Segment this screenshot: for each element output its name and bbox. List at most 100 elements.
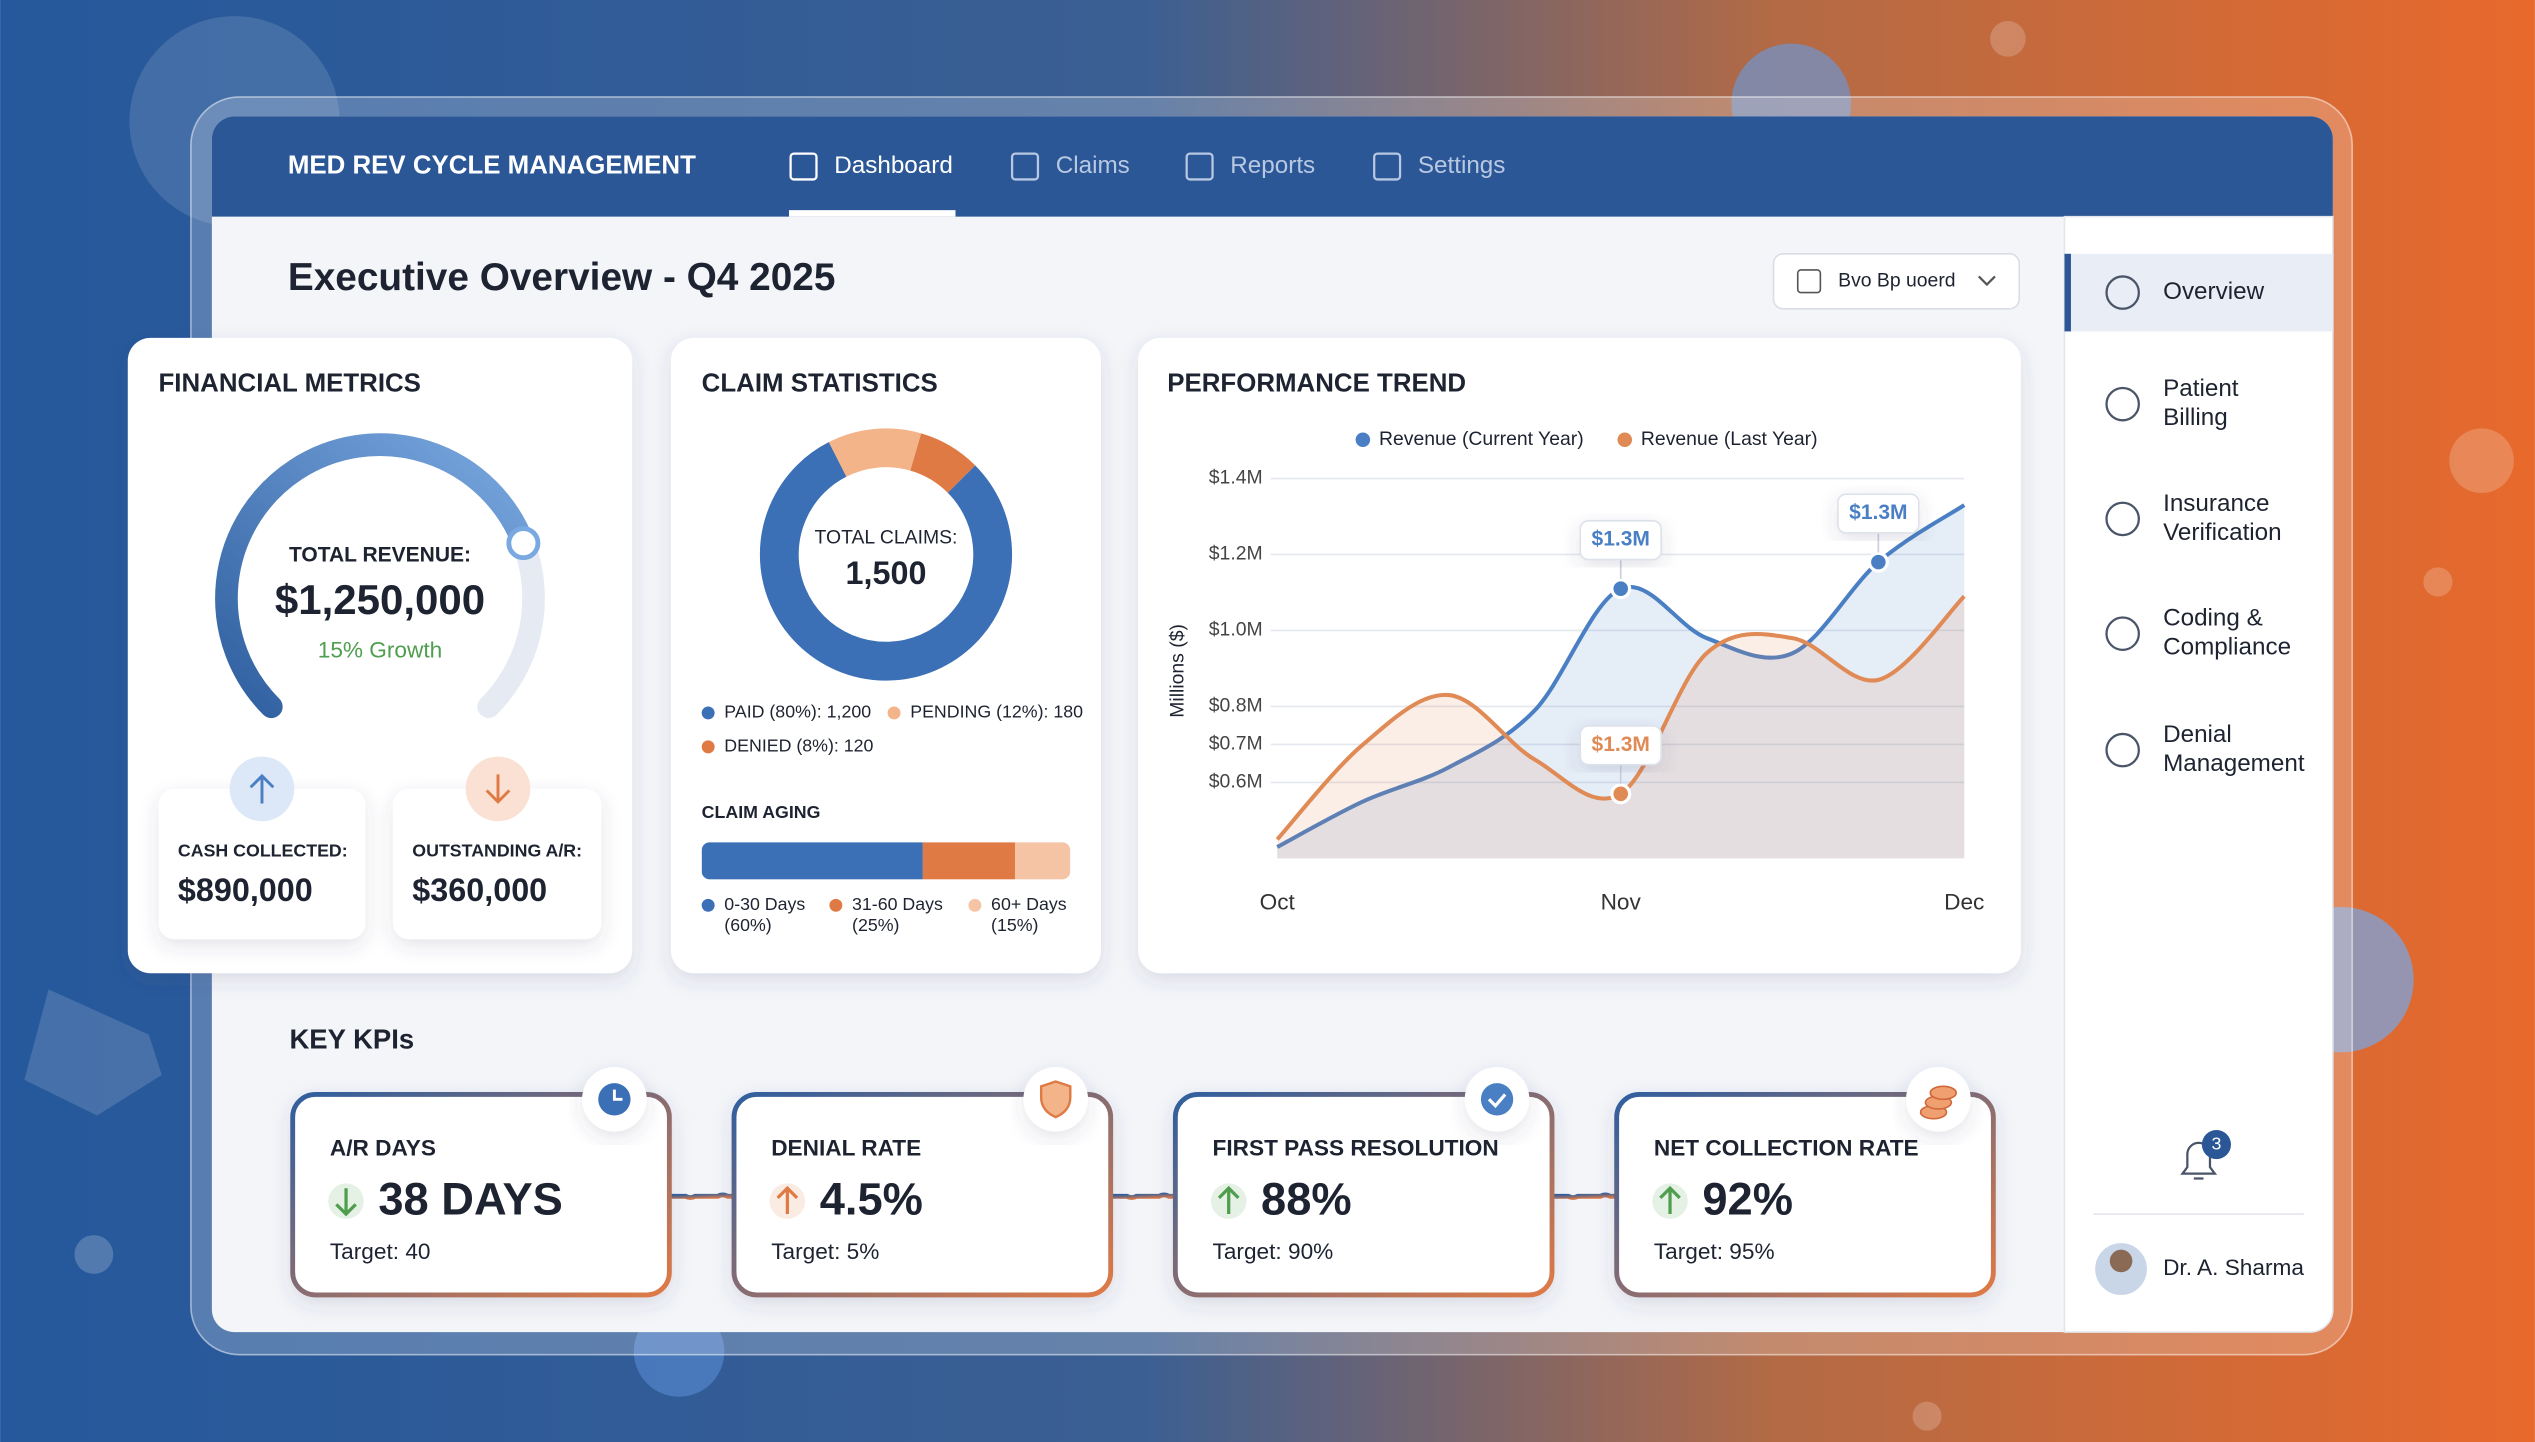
avatar-head: [2109, 1249, 2133, 1273]
kpi-target: Target: 95%: [1654, 1239, 1775, 1264]
nav-item[interactable]: Dashboard: [834, 152, 953, 179]
legend-text: 31-60 Days: [852, 894, 943, 914]
kpi-connector: [669, 1192, 735, 1200]
notification-count: 3: [2211, 1133, 2221, 1153]
callout-box: [1579, 725, 1662, 766]
x-tick-label: Dec: [1944, 890, 1984, 915]
top-nav-bar: [211, 116, 2333, 217]
card-title: CLAIM STATISTICS: [702, 370, 938, 398]
active-item-bg: [2064, 253, 2333, 332]
legend-dot: [887, 706, 901, 720]
check-mark: [1487, 1093, 1507, 1109]
decor-bubble: [2449, 428, 2514, 494]
y-axis-label: Millions ($): [1167, 624, 1189, 718]
up-arrow-icon: [249, 773, 275, 804]
callout-box: [1579, 519, 1662, 561]
sidebar-item[interactable]: Management: [2163, 750, 2305, 777]
donut-label: TOTAL CLAIMS:: [815, 526, 958, 548]
gauge-arc: [215, 433, 535, 719]
sidebar-item[interactable]: Denial: [2163, 721, 2232, 748]
active-tab-indicator: [788, 210, 956, 217]
kpi-label: NET COLLECTION RATE: [1654, 1135, 1919, 1160]
legend-text: (60%): [724, 915, 771, 935]
legend-text: 0-30 Days: [724, 894, 805, 914]
annotation: $1.3M: [1592, 528, 1650, 551]
donut-total: 1,500: [846, 555, 927, 591]
trend-arrow: [1217, 1185, 1240, 1215]
metric-value: $890,000: [178, 872, 313, 908]
coin-icon: [1929, 1085, 1957, 1101]
legend-dot: [1355, 432, 1371, 447]
y-tick-label: $0.7M: [1209, 733, 1263, 755]
brand: MED REV CYCLE MANAGEMENT: [288, 151, 696, 179]
performance-card: [1138, 337, 2021, 974]
trend-arrow: [335, 1188, 357, 1217]
annotation: $1.3M: [1592, 733, 1650, 756]
y-tick-label: $1.0M: [1209, 619, 1263, 641]
kpi-card[interactable]: [731, 1092, 1114, 1298]
donut-segment: [759, 428, 1013, 681]
x-tick-label: Oct: [1260, 890, 1296, 915]
sidebar-item[interactable]: Insurance: [2163, 490, 2269, 517]
legend-dot: [1617, 432, 1633, 447]
sidebar-item[interactable]: Patient: [2163, 375, 2239, 402]
kpi-card[interactable]: [1172, 1092, 1555, 1298]
growth-text: 15% Growth: [318, 637, 443, 662]
metric-label: CASH COLLECTED:: [178, 841, 348, 861]
card-title: FINANCIAL METRICS: [159, 370, 421, 398]
sidebar-item[interactable]: Billing: [2163, 404, 2228, 431]
nav-item[interactable]: Settings: [1418, 152, 1506, 179]
kpi-card[interactable]: [290, 1092, 672, 1298]
sub-card: [158, 788, 366, 940]
kpi-label: FIRST PASS RESOLUTION: [1213, 1135, 1499, 1160]
sidebar-icon: [2105, 732, 2140, 768]
shield-icon: [1039, 1080, 1072, 1119]
legend-text: PAID (80%): 1,200: [724, 702, 871, 722]
nav-item[interactable]: Reports: [1230, 152, 1315, 179]
kpi-card[interactable]: [1614, 1092, 1996, 1298]
legend-dot: [829, 898, 843, 912]
nav-item[interactable]: Claims: [1056, 152, 1130, 179]
date-selector[interactable]: [1772, 252, 2021, 310]
kpi-value: 38 DAYS: [378, 1174, 562, 1225]
sidebar-item[interactable]: Verification: [2163, 519, 2282, 546]
kpi-label: A/R DAYS: [330, 1135, 436, 1160]
kpi-connector: [1110, 1192, 1176, 1200]
legend-text: DENIED (8%): 120: [724, 736, 873, 756]
trend-arrow: [776, 1185, 799, 1215]
sidebar-item[interactable]: Compliance: [2163, 634, 2291, 661]
user-name[interactable]: Dr. A. Sharma: [2163, 1255, 2304, 1280]
aging-segment: [701, 842, 923, 880]
card-title: PERFORMANCE TREND: [1167, 370, 1466, 398]
sidebar-item[interactable]: Overview: [2163, 278, 2264, 305]
legend-dot: [701, 706, 715, 720]
kpi-target: Target: 40: [330, 1239, 431, 1264]
page-title: Executive Overview - Q4 2025: [288, 256, 836, 299]
trend-arrow: [1659, 1185, 1681, 1215]
series-area: [1277, 505, 1965, 859]
section-title: CLAIM AGING: [702, 802, 821, 822]
check-icon: [1480, 1083, 1514, 1116]
sidebar-item[interactable]: Coding &: [2163, 605, 2263, 632]
legend-text: Revenue (Current Year): [1379, 428, 1584, 450]
nav-icon: [1373, 152, 1402, 181]
decor-bubble: [1912, 1401, 1942, 1431]
date-selector-text[interactable]: Bvo Bp uoerd: [1838, 269, 1955, 291]
down-arrow-icon: [485, 774, 511, 804]
legend-text: 60+ Days: [991, 894, 1067, 914]
dropdown-caret: [1978, 275, 1996, 287]
nav-icons: [789, 152, 1402, 181]
y-tick-label: $1.4M: [1209, 467, 1263, 489]
decor-bubble: [74, 1235, 114, 1274]
data-point: [1867, 551, 1889, 573]
sidebar-icon: [2105, 616, 2140, 652]
metric-label: TOTAL REVENUE:: [289, 544, 471, 567]
legend-dot: [968, 898, 982, 912]
x-tick-label: Nov: [1601, 890, 1642, 915]
decor-bubble: [1990, 21, 2026, 57]
kpi-label: DENIAL RATE: [771, 1135, 921, 1160]
annotation: $1.3M: [1849, 501, 1907, 524]
decor-shape: [24, 989, 162, 1116]
